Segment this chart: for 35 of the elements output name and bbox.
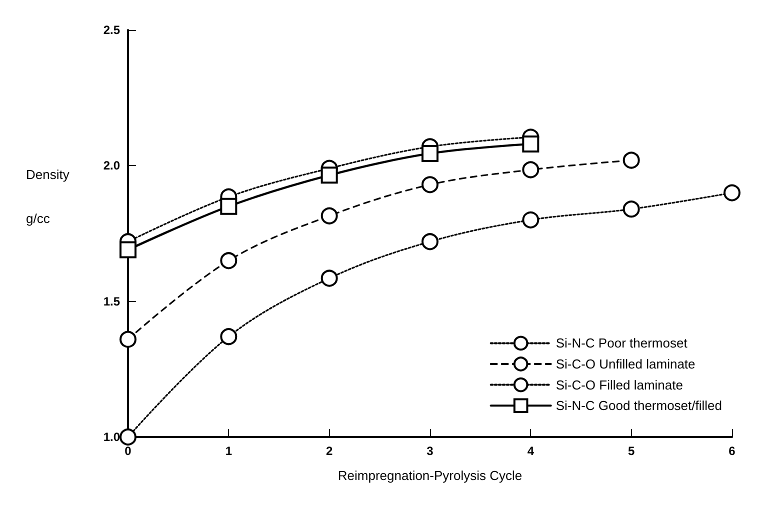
x-tick-label: 3 — [426, 444, 434, 458]
point — [320, 270, 338, 287]
y-tick-label: 2.0 — [103, 158, 120, 173]
point — [120, 428, 136, 446]
point — [522, 161, 540, 178]
y-tick-label: 2.5 — [103, 23, 120, 37]
x-tick-label: 0 — [124, 444, 132, 458]
legend-label: Si-C-O Unfilled laminate — [556, 356, 696, 372]
x-tick-label: 1 — [225, 444, 232, 458]
point — [522, 211, 540, 228]
point — [120, 241, 136, 258]
x-axis-title: Reimpregnation-Pyrolysis Cycle — [338, 468, 522, 483]
point — [622, 152, 640, 169]
x-tick-label: 5 — [628, 444, 635, 458]
point — [724, 184, 740, 202]
x-tick-label: 6 — [728, 444, 736, 458]
point — [422, 233, 438, 250]
y-tick-label: 1.0 — [103, 430, 120, 444]
point — [220, 328, 238, 346]
point — [422, 144, 438, 162]
x-tick-label: 4 — [527, 444, 534, 458]
point — [220, 252, 238, 270]
y-tick-label: 1.5 — [103, 294, 120, 308]
legend-label: Si-C-O Filled laminate — [556, 377, 683, 392]
point — [422, 176, 438, 194]
legend-label: Si-N-C Good thermoset/filled — [556, 398, 722, 414]
text: Density g/cc — [26, 167, 70, 226]
point — [622, 200, 640, 218]
point — [320, 166, 338, 184]
x-tick-label: 2 — [326, 444, 333, 458]
point — [120, 330, 136, 348]
legend-label: Si-N-C Poor thermoset — [556, 336, 688, 351]
point — [522, 135, 540, 152]
point — [320, 207, 338, 224]
point — [220, 198, 238, 215]
